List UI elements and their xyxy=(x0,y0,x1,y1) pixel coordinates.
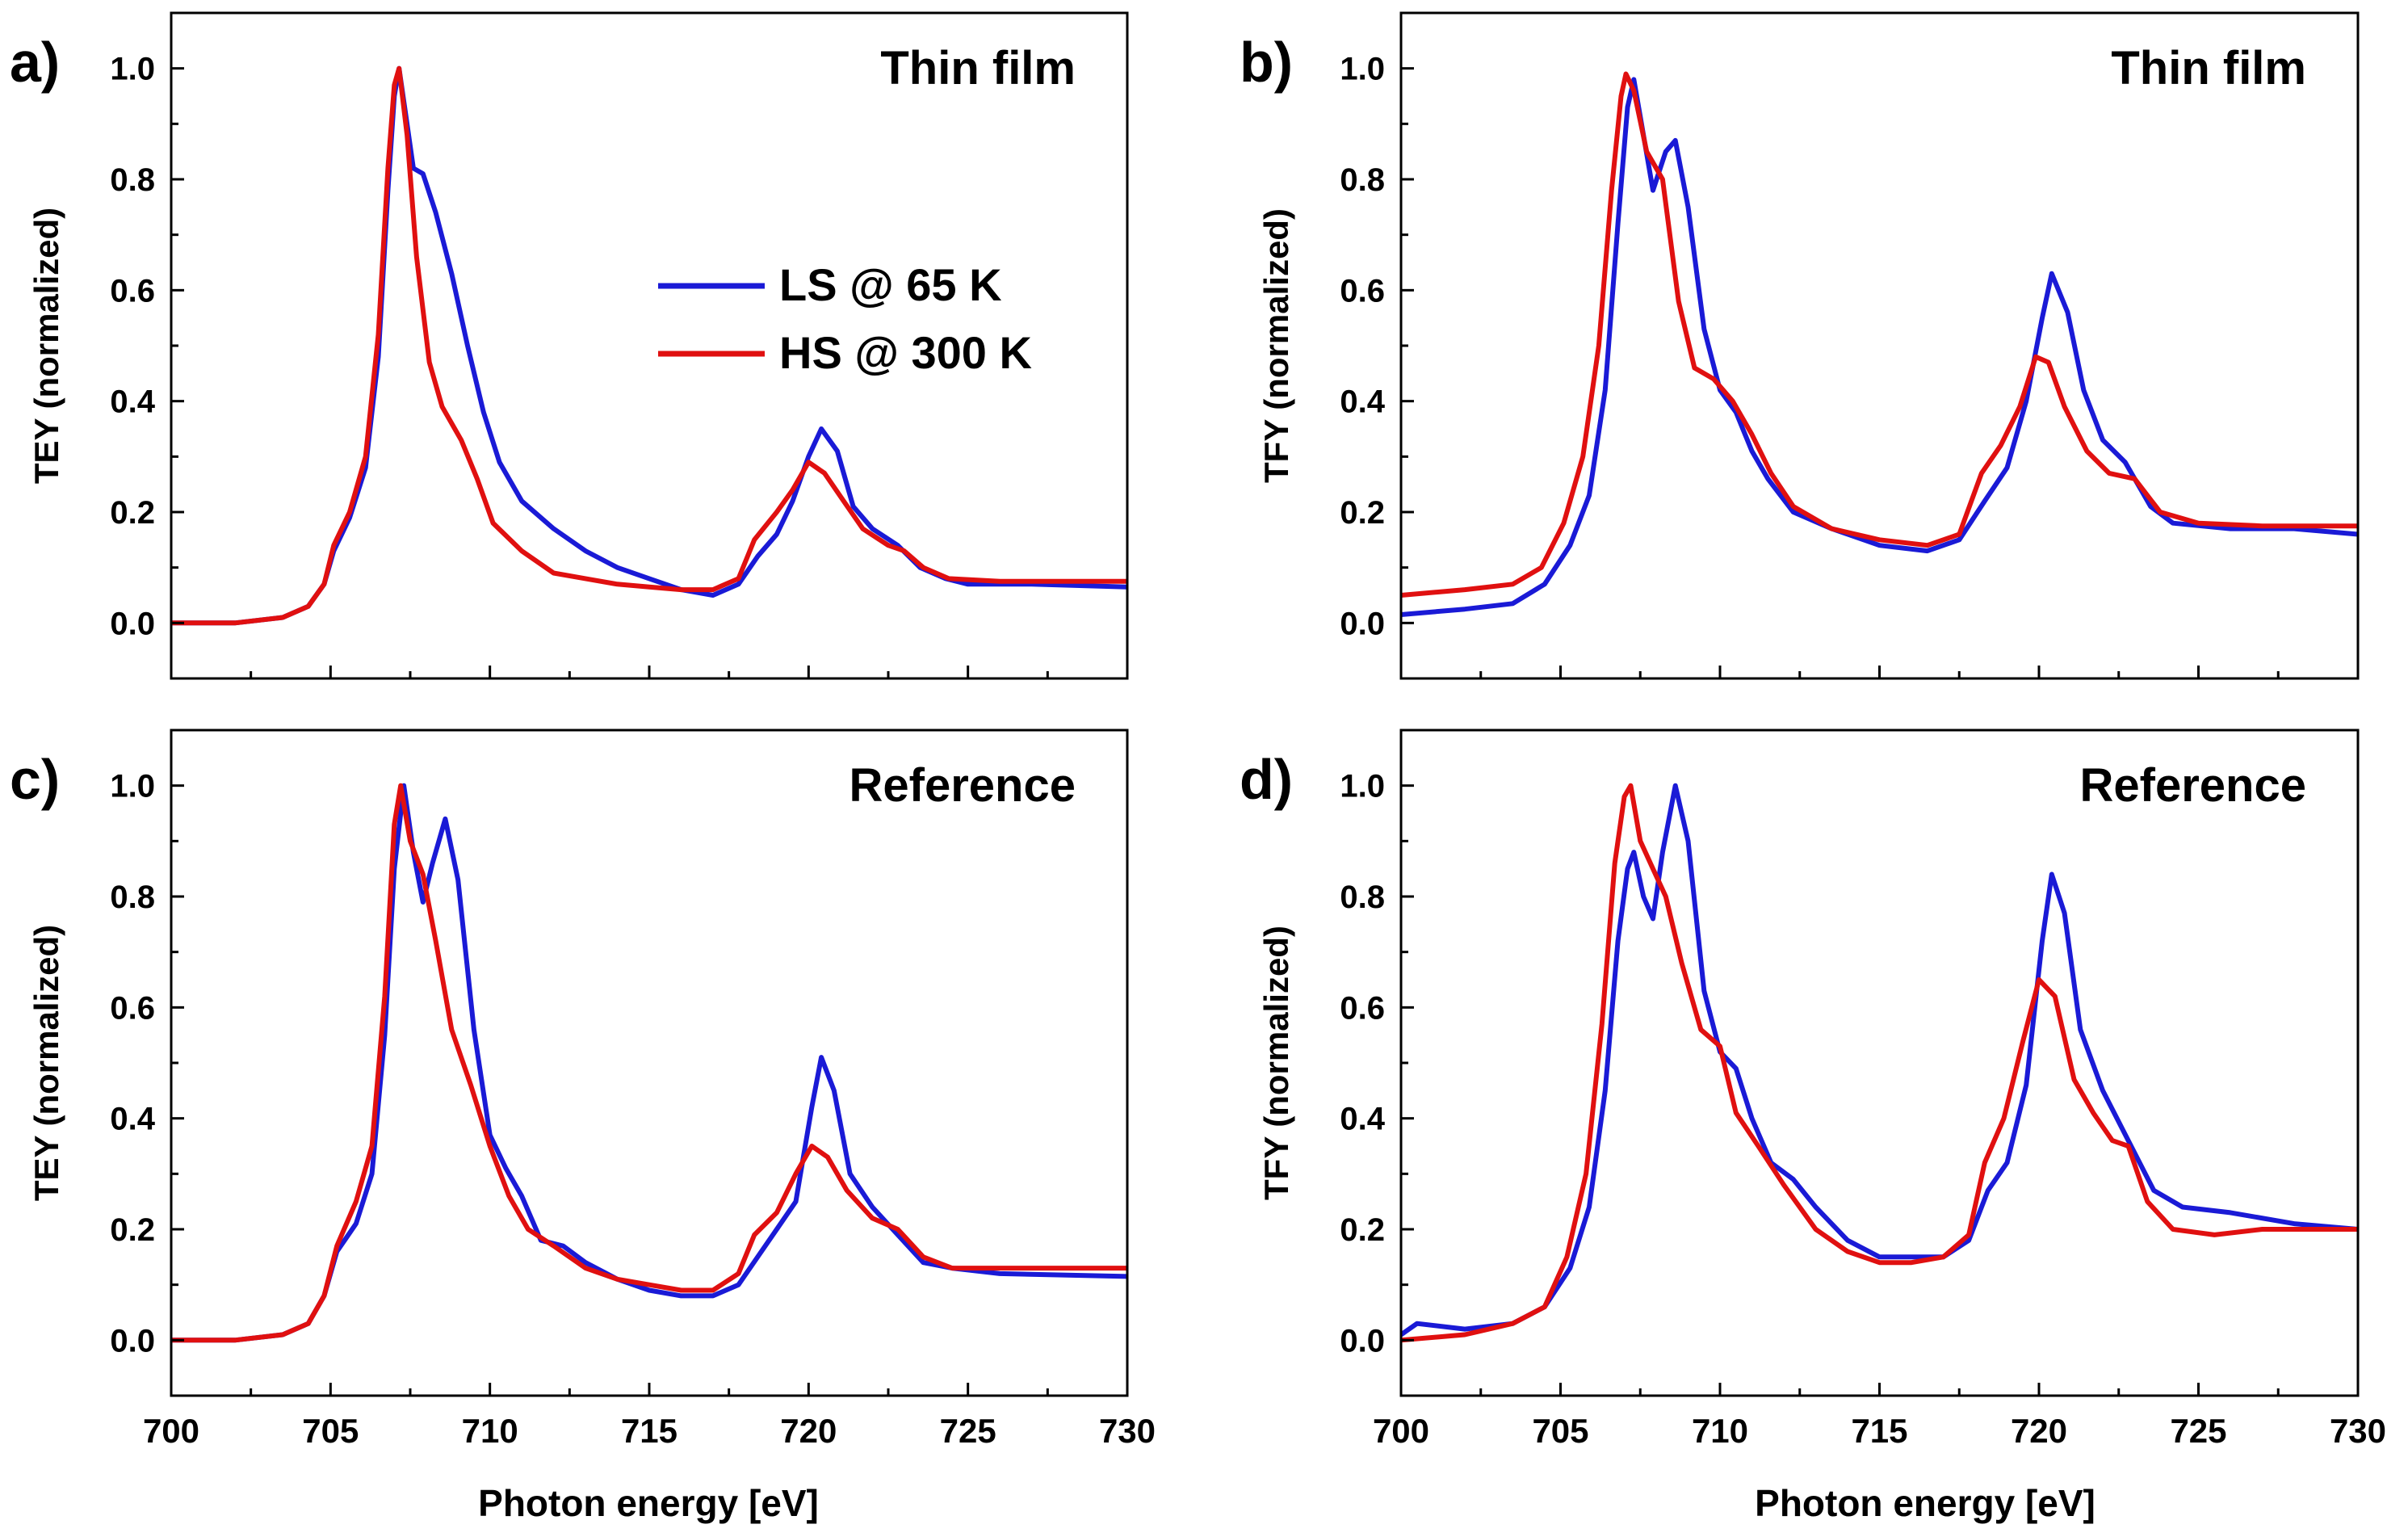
chart-panel-3: 700 705 710 715 720 725 730 0.0 0.2 0.4 0.6 0.8 1.0 T… xyxy=(10,729,1156,1450)
x-tick-label: 725 xyxy=(2170,1412,2226,1450)
y-tick-label: 1.0 xyxy=(110,769,155,804)
chart-panel-1: 0.0 0.2 0.4 0.6 0.8 1.0 TEY (normalized) a) Thin… xyxy=(10,11,1129,680)
legend-label-ls: LS @ 65 K xyxy=(779,259,1002,310)
x-tick-label: 710 xyxy=(1692,1412,1748,1450)
x-tick-label: 710 xyxy=(462,1412,518,1450)
y-tick-label: 1.0 xyxy=(110,52,155,87)
y-tick-label: 0.2 xyxy=(110,1212,155,1248)
series-line-hs xyxy=(171,783,1127,1343)
y-axis-label: TFY (normalized) xyxy=(1257,208,1295,483)
panel-title: Thin film xyxy=(2111,42,2306,94)
y-tick-label: 0.0 xyxy=(1340,606,1385,641)
y-tick-label: 0.4 xyxy=(110,384,155,420)
panel-letter: d) xyxy=(1240,748,1293,811)
y-tick-label: 0.8 xyxy=(110,162,155,198)
x-tick-label: 705 xyxy=(302,1412,359,1450)
series-line-ls xyxy=(1401,783,2358,1338)
x-tick-label: 705 xyxy=(1532,1412,1588,1450)
series-line-hs xyxy=(171,65,1127,626)
x-tick-label: 700 xyxy=(143,1412,199,1450)
y-tick-label: 0.6 xyxy=(110,273,155,309)
y-axis-label: TEY (normalized) xyxy=(27,925,65,1201)
x-tick-label: 720 xyxy=(780,1412,837,1450)
y-tick-label: 0.6 xyxy=(1340,990,1385,1026)
x-axis-label-left: Photon energy [eV] xyxy=(478,1482,819,1524)
panel-letter: c) xyxy=(10,748,60,811)
x-tick-label: 700 xyxy=(1373,1412,1429,1450)
x-tick-label: 715 xyxy=(621,1412,678,1450)
y-tick-label: 0.6 xyxy=(1340,273,1385,309)
y-tick-label: 0.4 xyxy=(1340,384,1385,420)
legend: LS @ 65 K HS @ 300 K xyxy=(658,259,1032,378)
y-tick-label: 0.0 xyxy=(1340,1323,1385,1359)
series-line-hs xyxy=(1401,783,2358,1343)
y-tick-label: 0.4 xyxy=(1340,1102,1385,1137)
y-tick-label: 1.0 xyxy=(1340,769,1385,804)
y-tick-label: 0.0 xyxy=(110,1323,155,1359)
chart-panel-2: 0.0 0.2 0.4 0.6 0.8 1.0 TFY (normalized) b) Thin… xyxy=(1240,11,2360,680)
x-tick-label: 715 xyxy=(1851,1412,1907,1450)
panel-letter: b) xyxy=(1240,31,1293,94)
series-line-hs xyxy=(1401,71,2358,598)
legend-label-hs: HS @ 300 K xyxy=(779,327,1032,378)
chart-panel-4: 700 705 710 715 720 725 730 0.0 0.2 0.4 0.6 0.8 1.0 T… xyxy=(1240,729,2386,1450)
series-line-ls xyxy=(171,65,1127,626)
y-tick-label: 0.8 xyxy=(1340,162,1385,198)
y-tick-label: 0.2 xyxy=(1340,1212,1385,1248)
y-tick-label: 0.4 xyxy=(110,1102,155,1137)
y-tick-label: 0.8 xyxy=(110,880,155,915)
panel-title: Thin film xyxy=(880,42,1076,94)
y-tick-label: 0.2 xyxy=(110,495,155,531)
y-tick-label: 0.0 xyxy=(110,606,155,641)
x-tick-label: 725 xyxy=(940,1412,996,1450)
y-axis-label: TFY (normalized) xyxy=(1257,926,1295,1200)
x-axis-label-right: Photon energy [eV] xyxy=(1755,1482,2095,1524)
y-axis-label: TEY (normalized) xyxy=(27,208,65,484)
x-tick-label: 730 xyxy=(1099,1412,1156,1450)
y-tick-label: 0.2 xyxy=(1340,495,1385,531)
panel-letter: a) xyxy=(10,31,60,94)
y-tick-label: 0.8 xyxy=(1340,880,1385,915)
x-tick-label: 730 xyxy=(2330,1412,2386,1450)
y-tick-label: 0.6 xyxy=(110,990,155,1026)
panel-title: Reference xyxy=(850,759,1076,812)
y-tick-label: 1.0 xyxy=(1340,52,1385,87)
x-tick-label: 720 xyxy=(2011,1412,2067,1450)
panels-group: 0.0 0.2 0.4 0.6 0.8 1.0 TEY (normalized) a) Thin… xyxy=(10,11,2386,1450)
panel-title: Reference xyxy=(2080,759,2306,812)
series-line-ls xyxy=(1401,77,2358,617)
